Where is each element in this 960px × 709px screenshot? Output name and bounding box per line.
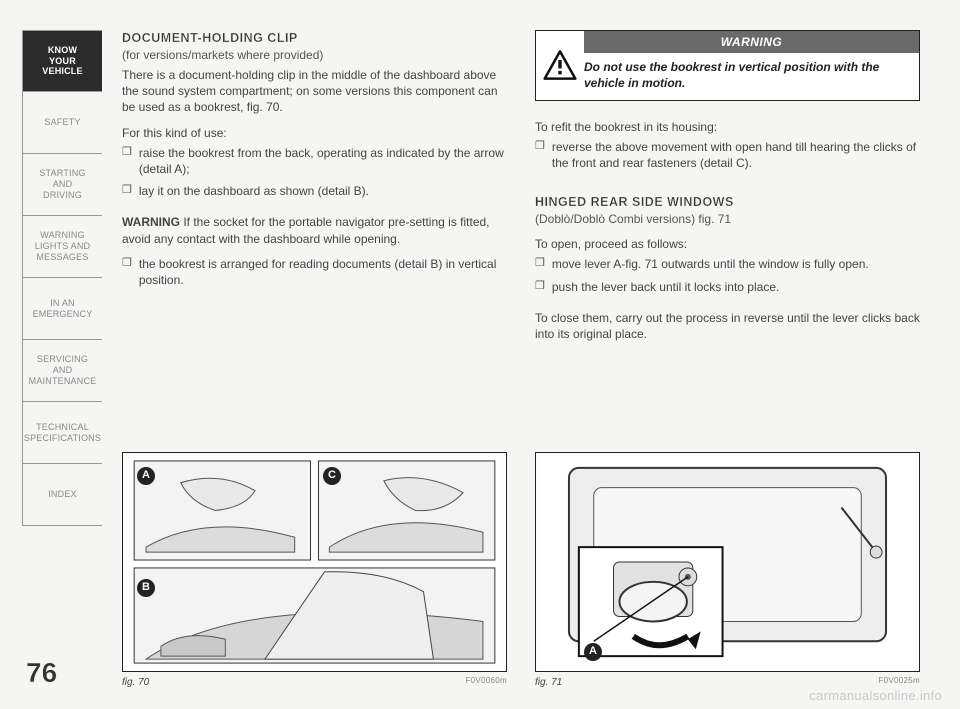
body-text: To refit the bookrest in its housing:: [535, 119, 920, 135]
body-text: For this kind of use:: [122, 125, 507, 141]
figure-callout-c: C: [323, 467, 341, 485]
figure-number: fig. 71: [535, 676, 562, 690]
sidebar-tab-index[interactable]: INDEX: [22, 464, 102, 526]
figure-callout-b: B: [137, 579, 155, 597]
list-item: move lever A-fig. 71 outwards until the …: [552, 256, 869, 272]
figure-code: F0V0060m: [465, 676, 507, 690]
warning-box: WARNING Do not use the bookrest in verti…: [535, 30, 920, 101]
list-item: lay it on the dashboard as shown (detail…: [139, 183, 369, 199]
sidebar-tab-tech-specs[interactable]: TECHNICALSPECIFICATIONS: [22, 402, 102, 464]
figure-number: fig. 70: [122, 676, 149, 690]
section-heading: DOCUMENT-HOLDING CLIP: [122, 30, 507, 47]
right-column: WARNING Do not use the bookrest in verti…: [535, 30, 920, 689]
page-number: 76: [22, 657, 102, 689]
warning-text: Do not use the bookrest in vertical posi…: [584, 53, 919, 99]
figure-70: A B C fig. 70 F0V0060m: [122, 452, 507, 690]
figure-caption: fig. 70 F0V0060m: [122, 676, 507, 690]
sidebar-tab-safety[interactable]: SAFETY: [22, 92, 102, 154]
list-item: push the lever back until it locks into …: [552, 279, 779, 295]
figure-71: A fig. 71 F0V0025m: [535, 452, 920, 690]
body-text: To open, proceed as follows:: [535, 236, 920, 252]
figure-image: A B C: [122, 452, 507, 672]
bullet-list: reverse the above movement with open han…: [535, 139, 920, 177]
section-subhead: (for versions/markets where provided): [122, 47, 507, 63]
list-item: the bookrest is arranged for reading doc…: [139, 256, 507, 288]
body-text: There is a document-holding clip in the …: [122, 67, 507, 116]
sidebar-tab-servicing[interactable]: SERVICINGANDMAINTENANCE: [22, 340, 102, 402]
warning-title: WARNING: [584, 31, 919, 53]
list-item: reverse the above movement with open han…: [552, 139, 920, 171]
figure-callout-a: A: [584, 643, 602, 661]
sidebar-tab-warning-lights[interactable]: WARNINGLIGHTS ANDMESSAGES: [22, 216, 102, 278]
bullet-list: raise the bookrest from the back, operat…: [122, 145, 507, 206]
sidebar-tab-know-vehicle[interactable]: KNOWYOURVEHICLE: [22, 30, 102, 92]
figure-callout-a: A: [137, 467, 155, 485]
warning-icon: [536, 31, 584, 100]
body-text: To close them, carry out the process in …: [535, 310, 920, 342]
sidebar-tab-emergency[interactable]: IN ANEMERGENCY: [22, 278, 102, 340]
bullet-list: the bookrest is arranged for reading doc…: [122, 256, 507, 294]
inline-warning: WARNING If the socket for the portable n…: [122, 214, 507, 246]
manual-page: KNOWYOURVEHICLE SAFETY STARTINGANDDRIVIN…: [0, 0, 960, 709]
figure-71-illustration: [536, 453, 919, 671]
figure-image: A: [535, 452, 920, 672]
sidebar-tab-starting-driving[interactable]: STARTINGANDDRIVING: [22, 154, 102, 216]
sidebar-nav: KNOWYOURVEHICLE SAFETY STARTINGANDDRIVIN…: [22, 30, 102, 689]
section-subhead: (Doblò/Doblò Combi versions) fig. 71: [535, 211, 920, 227]
bullet-list: move lever A-fig. 71 outwards until the …: [535, 256, 920, 300]
left-column: DOCUMENT-HOLDING CLIP (for versions/mark…: [122, 30, 507, 689]
figure-caption: fig. 71 F0V0025m: [535, 676, 920, 690]
section-heading: HINGED REAR SIDE WINDOWS: [535, 194, 920, 211]
page-content: DOCUMENT-HOLDING CLIP (for versions/mark…: [122, 30, 920, 689]
watermark: carmanualsonline.info: [809, 688, 942, 703]
figure-code: F0V0025m: [878, 676, 920, 690]
list-item: raise the bookrest from the back, operat…: [139, 145, 507, 177]
figure-70-illustration: [123, 453, 506, 671]
